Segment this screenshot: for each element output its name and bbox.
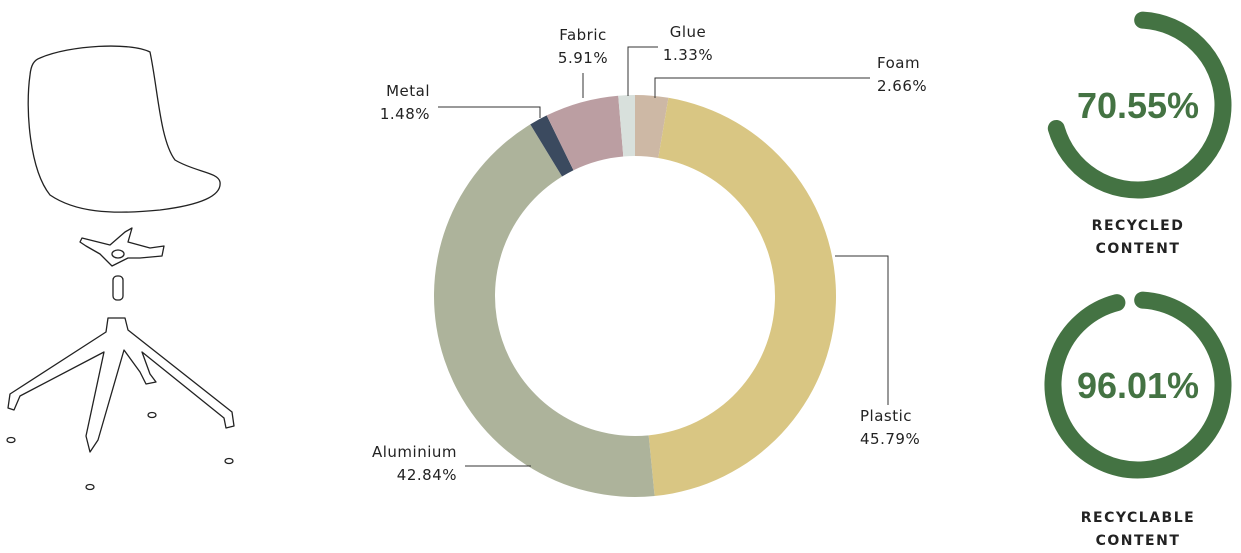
gauge-value: 96.01% [1077,365,1199,406]
donut-segment [530,115,574,177]
segment-name: Metal [386,82,430,100]
leader-line [835,255,889,405]
donut-segment [635,95,669,158]
segment-value: 1.48% [380,105,430,123]
segment-name: Aluminium [372,443,457,461]
segment-value: 5.91% [558,49,608,67]
gauge-arc [1047,11,1232,199]
donut-segment [618,95,635,157]
gauge-arc [1044,291,1232,479]
leader-line [627,46,658,96]
gauge-label: RECYCLED CONTENT [1091,218,1185,257]
chair-illustration [6,45,235,491]
segment-name: Foam [877,54,920,72]
donut-segment [434,124,655,498]
segment-name: Glue [670,23,707,41]
donut-segment [648,97,837,497]
segment-name: Plastic [860,407,912,425]
leader-line [438,106,541,118]
gauge-value: 70.55% [1077,85,1199,126]
segment-value: 1.33% [663,46,713,64]
segment-value: 2.66% [877,77,927,95]
gauge-label: RECYCLABLE CONTENT [1080,510,1196,549]
segment-name: Fabric [559,26,607,44]
segment-value: 42.84% [397,466,457,484]
donut-segment [546,95,624,171]
segment-value: 45.79% [860,430,920,448]
leader-line [654,77,870,98]
